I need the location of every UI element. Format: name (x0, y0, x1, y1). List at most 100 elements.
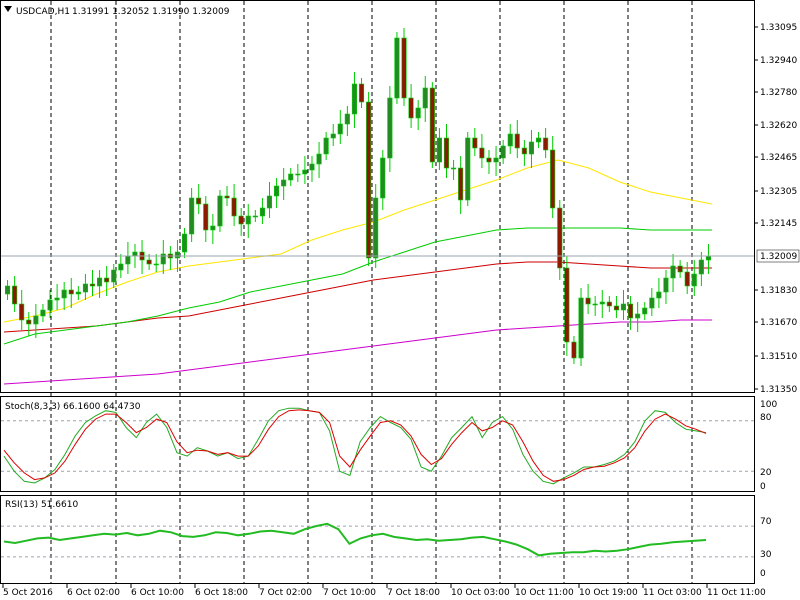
candle-body-62 (443, 137, 450, 169)
time-tick-label-3: 6 Oct 18:00 (195, 588, 248, 598)
candle-body-49 (351, 83, 358, 115)
candle-body-16 (118, 263, 124, 271)
price-tick-label-10: 1.31350 (760, 385, 797, 395)
candle-body-29 (210, 225, 216, 231)
time-tick-label-0: 5 Oct 2016 (3, 588, 53, 598)
candle-body-74 (528, 141, 535, 155)
price-tick-label-0: 1.33095 (760, 23, 797, 33)
main-panel-frame (0, 0, 755, 393)
rsi-panel: 70 30 0 (1, 517, 772, 579)
candle-body-46 (330, 133, 336, 139)
candle-body-58 (415, 107, 421, 119)
ma-fast-line (3, 159, 713, 323)
candle-body-45 (323, 137, 329, 155)
dropdown-triangle-icon[interactable] (4, 6, 12, 12)
candle-body-84 (599, 301, 605, 305)
stoch-tick-label-0: 100 (760, 400, 777, 410)
candle-body-1 (12, 285, 18, 305)
candle-body-94 (670, 265, 676, 279)
price-tick-label-2: 1.32780 (760, 88, 797, 98)
time-tick-label-8: 10 Oct 11:00 (515, 588, 574, 598)
candle-body-0 (5, 285, 11, 295)
candle-body-83 (592, 303, 598, 306)
candle-body-21 (153, 263, 159, 266)
candle-body-60 (429, 87, 435, 163)
candle-body-55 (394, 37, 400, 99)
ohlc-values: 1.31991 1.32052 1.31990 1.32009 (72, 7, 230, 17)
candle-body-82 (585, 297, 591, 305)
stochastic-panel: 100 80 20 0 (1, 400, 777, 492)
candle-body-59 (422, 87, 428, 109)
candle-body-95 (677, 265, 683, 273)
candle-body-90 (642, 307, 648, 315)
stoch-signal-line (3, 409, 707, 482)
candle-body-26 (189, 197, 195, 235)
stoch-title: Stoch(8,3,3) 66.1600 64.4730 (5, 402, 141, 412)
candle-body-93 (663, 277, 669, 293)
candle-body-92 (656, 291, 662, 299)
vertical-gridlines (50, 1, 693, 583)
candle-body-13 (97, 277, 103, 287)
candle-body-17 (125, 255, 131, 265)
candle-body-67 (479, 147, 485, 159)
candle-body-96 (684, 271, 690, 287)
candle-body-34 (245, 215, 251, 225)
stoch-tick-label-2: 20 (760, 468, 772, 478)
time-tick-label-6: 7 Oct 18:00 (387, 588, 440, 598)
candle-body-42 (302, 169, 308, 175)
candle-body-75 (535, 137, 542, 143)
candle-body-27 (196, 197, 202, 205)
price-tick-label-3: 1.32620 (760, 121, 797, 131)
candle-body-44 (316, 153, 322, 165)
time-tick-label-2: 6 Oct 10:00 (131, 588, 184, 598)
stoch-tick-label-1: 80 (760, 413, 772, 423)
candle-body-24 (174, 251, 180, 259)
candle-body-14 (104, 277, 110, 283)
candle-body-61 (436, 137, 443, 163)
price-tick-label-6: 1.32145 (760, 219, 797, 229)
candle-body-73 (521, 147, 527, 155)
candle-body-47 (337, 123, 343, 135)
rsi-tick-label-0: 70 (760, 517, 772, 527)
price-tick-label-1: 1.32940 (760, 56, 797, 66)
time-tick-label-5: 7 Oct 10:00 (323, 588, 376, 598)
moving-averages (3, 159, 713, 385)
candle-body-76 (543, 137, 549, 151)
candle-body-5 (40, 309, 46, 317)
candle-body-20 (146, 259, 152, 265)
symbol-timeframe: USDCAD,H1 (16, 7, 70, 17)
price-tick-label-5: 1.32305 (760, 187, 797, 197)
candle-body-31 (224, 195, 230, 199)
candle-body-86 (613, 305, 620, 311)
time-tick-label-4: 7 Oct 02:00 (259, 588, 312, 598)
candle-body-9 (68, 289, 74, 295)
candle-body-98 (698, 259, 704, 275)
candle-body-18 (132, 251, 138, 257)
candle-body-91 (649, 297, 655, 309)
candle-body-65 (465, 137, 471, 201)
candle-body-36 (259, 207, 266, 217)
candle-body-10 (75, 291, 81, 295)
candle-body-53 (380, 157, 386, 199)
rsi-line (3, 522, 707, 557)
candle-body-77 (550, 149, 556, 209)
candle-body-78 (557, 207, 563, 269)
candle-body-43 (309, 163, 315, 171)
stoch-panel-frame (0, 396, 755, 492)
candle-body-89 (635, 313, 641, 319)
time-tick-label-9: 10 Oct 19:00 (579, 588, 638, 598)
candle-body-30 (217, 195, 223, 227)
candle-body-35 (252, 215, 258, 218)
rsi-title: RSI(13) 51.6610 (5, 500, 78, 510)
candle-body-38 (273, 185, 280, 197)
candle-body-48 (344, 113, 350, 125)
candlesticks (5, 28, 712, 366)
time-tick-label-10: 11 Oct 03:00 (643, 588, 702, 598)
candle-body-3 (26, 319, 32, 325)
candle-body-39 (281, 179, 287, 187)
price-tick-label-4: 1.32465 (760, 153, 797, 163)
candle-body-33 (238, 215, 244, 225)
price-tick-label-9: 1.31510 (760, 352, 797, 362)
